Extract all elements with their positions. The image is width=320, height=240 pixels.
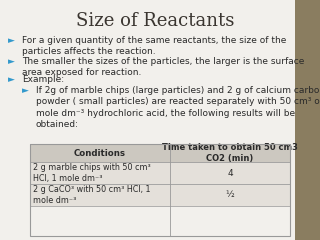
- Bar: [30, 162, 290, 184]
- Text: ►: ►: [8, 57, 15, 66]
- Text: 2 g CaCO³ with 50 cm³ HCl, 1
mole dm⁻³: 2 g CaCO³ with 50 cm³ HCl, 1 mole dm⁻³: [33, 185, 150, 205]
- Text: For a given quantity of the same reactants, the size of the
particles affects th: For a given quantity of the same reactan…: [22, 36, 286, 56]
- Text: ½: ½: [226, 191, 234, 199]
- Text: 4: 4: [227, 168, 233, 178]
- Bar: [30, 184, 290, 206]
- Text: Example:: Example:: [22, 75, 64, 84]
- Text: ►: ►: [8, 75, 15, 84]
- Text: 2 g marble chips with 50 cm³
HCl, 1 mole dm⁻³: 2 g marble chips with 50 cm³ HCl, 1 mole…: [33, 163, 151, 183]
- Text: If 2g of marble chips (large particles) and 2 g of calcium carbonate
powder ( sm: If 2g of marble chips (large particles) …: [36, 86, 320, 129]
- Text: Size of Reactants: Size of Reactants: [76, 12, 234, 30]
- Bar: [30, 144, 290, 236]
- Text: The smaller the sizes of the particles, the larger is the surface
area exposed f: The smaller the sizes of the particles, …: [22, 57, 304, 78]
- Bar: [30, 144, 290, 162]
- Text: ►: ►: [22, 86, 29, 95]
- Text: Time taken to obtain 50 cm3
CO2 (min): Time taken to obtain 50 cm3 CO2 (min): [162, 143, 298, 163]
- Text: Conditions: Conditions: [74, 149, 126, 157]
- Bar: [295, 0, 320, 240]
- Text: ►: ►: [8, 36, 15, 45]
